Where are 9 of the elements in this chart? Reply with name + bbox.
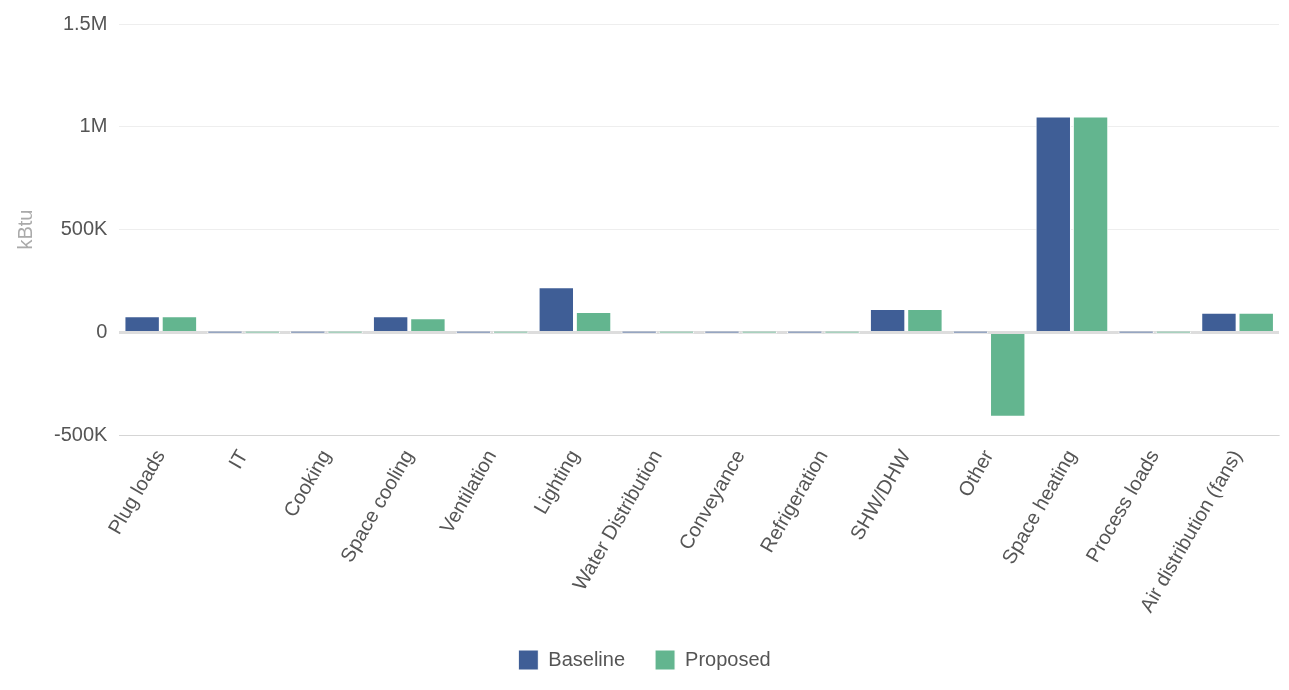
x-tick-label: IT bbox=[223, 445, 252, 473]
legend-label: Proposed bbox=[685, 647, 771, 670]
y-axis-title: kBtu bbox=[13, 209, 36, 250]
y-tick-label: 1.5M bbox=[62, 11, 108, 34]
legend-label: Baseline bbox=[548, 647, 626, 670]
y-tick-label: 500K bbox=[60, 217, 109, 240]
y-tick-label: 1M bbox=[79, 114, 108, 137]
y-tick-label: 0 bbox=[96, 319, 108, 342]
y-tick-label: -500K bbox=[53, 422, 109, 445]
